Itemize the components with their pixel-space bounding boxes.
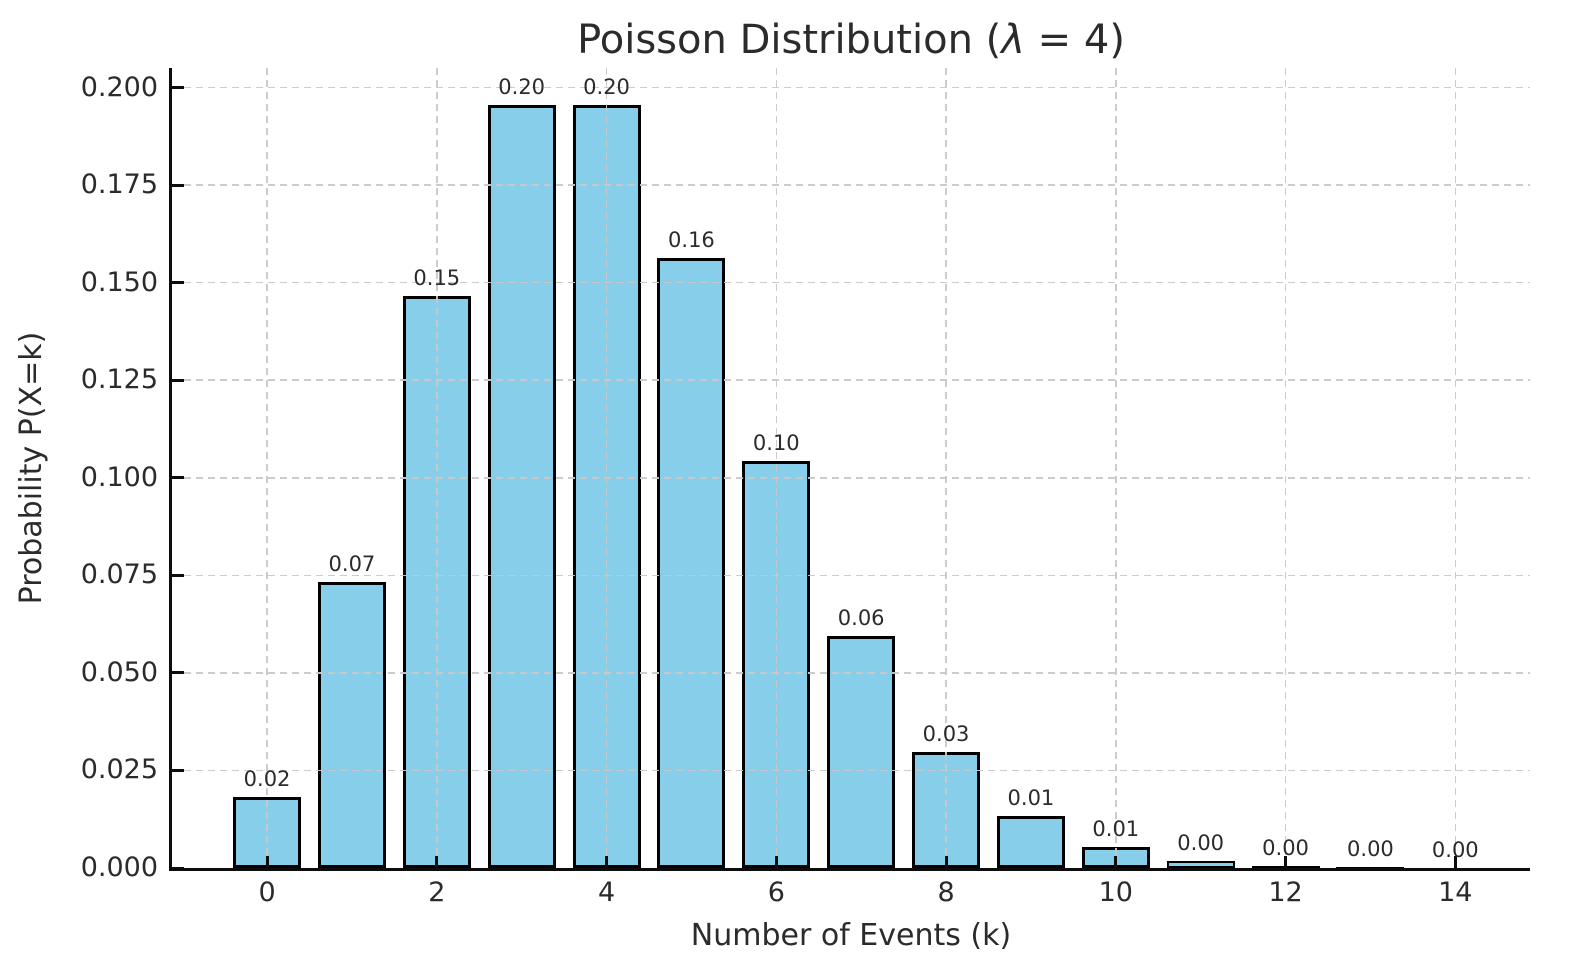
grid-line-vertical [1284, 68, 1287, 868]
bar [827, 635, 896, 868]
bar-value-label: 0.20 [498, 75, 546, 100]
y-tick-label: 0.150 [80, 266, 158, 298]
grid-line-horizontal [172, 672, 1530, 674]
y-tick [172, 86, 184, 89]
bar-value-label: 0.20 [583, 75, 630, 100]
x-tick [605, 856, 609, 868]
y-tick [172, 573, 184, 577]
lambda-symbol: λ [1001, 17, 1025, 63]
bar-value-label: 0.00 [1262, 835, 1309, 860]
bar-value-label: 0.10 [752, 431, 800, 456]
x-tick-label: 10 [1098, 877, 1133, 908]
y-tick [172, 281, 184, 285]
y-axis-spine [169, 68, 172, 871]
grid-line-vertical [1115, 68, 1117, 868]
y-tick-label: 0.000 [80, 852, 158, 883]
y-tick-label: 0.200 [80, 71, 158, 103]
bar-value-label: 0.02 [243, 766, 291, 791]
y-tick [172, 476, 184, 480]
chart-title-suffix: = 4) [1024, 17, 1125, 63]
y-axis-label: Probability P(X=k) [14, 331, 49, 605]
bar-value-label: 0.15 [413, 266, 461, 291]
y-tick-label: 0.050 [80, 656, 158, 688]
x-axis-label: Number of Events (k) [690, 918, 1012, 953]
x-tick [1114, 856, 1118, 868]
bar-value-label: 0.07 [328, 551, 376, 576]
bar [657, 258, 726, 868]
bar-value-label: 0.03 [922, 721, 970, 746]
x-tick [265, 856, 269, 868]
bar-value-label: 0.01 [1092, 817, 1140, 842]
x-tick-label: 12 [1268, 877, 1303, 908]
y-tick-label: 0.125 [80, 364, 158, 396]
x-tick-label: 14 [1438, 877, 1473, 908]
y-tick-label: 0.075 [80, 559, 158, 591]
x-tick-label: 8 [937, 877, 955, 908]
bar-value-label: 0.00 [1177, 830, 1225, 855]
x-tick [944, 856, 948, 868]
grid-line-horizontal [172, 86, 1530, 89]
grid-line-vertical [436, 68, 438, 868]
y-tick [172, 183, 184, 187]
bar [1166, 860, 1235, 868]
bar-value-label: 0.00 [1431, 837, 1479, 862]
grid-line-horizontal [172, 281, 1530, 284]
bar [1336, 867, 1405, 869]
bar-value-label: 0.00 [1347, 837, 1394, 862]
bar-value-label: 0.16 [668, 228, 715, 253]
y-tick-label: 0.175 [80, 169, 158, 201]
bar [317, 581, 386, 868]
grid-line-vertical [605, 68, 608, 868]
grid-line-horizontal [172, 379, 1530, 381]
x-tick-label: 6 [767, 877, 785, 908]
y-tick-label: 0.025 [80, 754, 158, 786]
bar [996, 816, 1065, 868]
x-tick [435, 856, 439, 868]
bar-value-label: 0.06 [837, 605, 885, 630]
grid-line-vertical [945, 68, 947, 868]
x-tick-label: 2 [428, 877, 446, 908]
y-tick-label: 0.100 [80, 461, 158, 493]
x-tick-label: 4 [597, 877, 616, 908]
chart-title: Poisson Distribution (λ = 4) [451, 16, 1251, 64]
x-tick-label: 0 [258, 877, 276, 908]
y-tick [172, 671, 184, 675]
y-tick [172, 378, 184, 382]
grid-line-vertical [266, 68, 268, 868]
x-tick [774, 856, 778, 868]
grid-line-vertical [775, 68, 778, 868]
grid-line-vertical [1454, 68, 1457, 868]
grid-line-horizontal [172, 769, 1530, 772]
grid-line-horizontal [172, 184, 1530, 186]
chart-title-prefix: Poisson Distribution ( [577, 17, 1002, 63]
x-tick [1453, 856, 1457, 868]
grid-line-horizontal [172, 477, 1530, 479]
bar [487, 105, 556, 868]
x-axis-spine [169, 868, 1530, 871]
x-tick [1284, 856, 1288, 868]
bar-value-label: 0.01 [1007, 786, 1055, 811]
y-tick [172, 768, 184, 772]
grid-line-horizontal [172, 574, 1530, 577]
